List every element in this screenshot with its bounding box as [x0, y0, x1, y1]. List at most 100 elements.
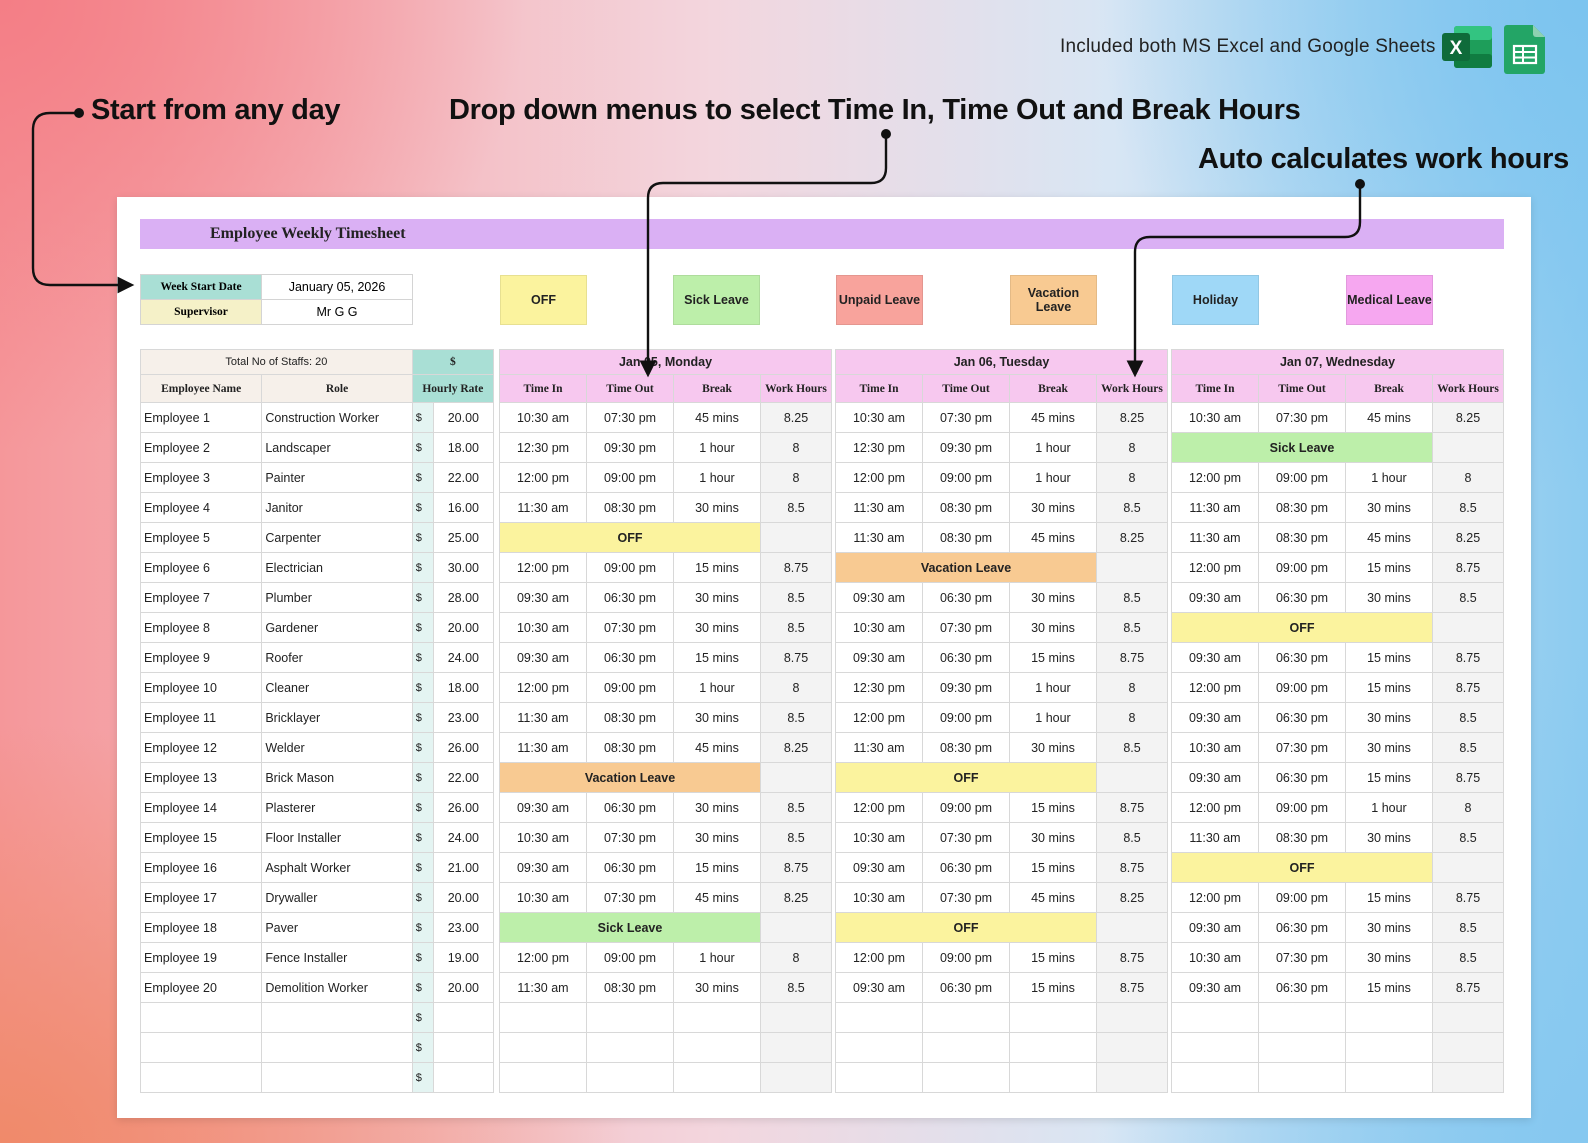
- time-in-cell[interactable]: 09:30 am: [1171, 582, 1259, 613]
- time-out-cell[interactable]: 09:30 pm: [922, 432, 1010, 463]
- hourly-rate-cell[interactable]: [432, 1032, 495, 1063]
- hourly-rate-cell[interactable]: 19.00: [432, 942, 495, 973]
- employee-name-cell[interactable]: Employee 15: [139, 822, 263, 853]
- hourly-rate-cell[interactable]: 30.00: [432, 552, 495, 583]
- time-out-cell[interactable]: 06:30 pm: [586, 582, 674, 613]
- time-out-cell[interactable]: 09:30 pm: [922, 672, 1010, 703]
- break-cell[interactable]: 30 mins: [1009, 492, 1097, 523]
- role-cell[interactable]: Landscaper: [261, 432, 413, 463]
- hourly-rate-cell[interactable]: 16.00: [432, 492, 495, 523]
- time-out-cell[interactable]: 07:30 pm: [922, 882, 1010, 913]
- time-out-cell[interactable]: 09:00 pm: [922, 942, 1010, 973]
- break-cell[interactable]: 30 mins: [673, 792, 761, 823]
- employee-name-cell[interactable]: Employee 1: [139, 402, 263, 433]
- time-out-cell[interactable]: 06:30 pm: [1258, 642, 1346, 673]
- time-in-cell[interactable]: 09:30 am: [835, 972, 923, 1003]
- hourly-rate-cell[interactable]: 20.00: [432, 882, 495, 913]
- time-out-cell[interactable]: 06:30 pm: [1258, 912, 1346, 943]
- break-cell[interactable]: 15 mins: [1009, 942, 1097, 973]
- time-out-cell[interactable]: 07:30 pm: [586, 612, 674, 643]
- break-cell[interactable]: [1009, 1032, 1097, 1063]
- time-in-cell[interactable]: 10:30 am: [835, 612, 923, 643]
- break-cell[interactable]: 30 mins: [673, 582, 761, 613]
- break-cell[interactable]: 30 mins: [1345, 732, 1433, 763]
- supervisor-input[interactable]: Mr G G: [261, 299, 413, 325]
- time-in-cell[interactable]: [835, 1032, 923, 1063]
- hourly-rate-cell[interactable]: 26.00: [432, 792, 495, 823]
- time-out-cell[interactable]: 09:00 pm: [586, 942, 674, 973]
- role-cell[interactable]: Plumber: [261, 582, 413, 613]
- break-cell[interactable]: 1 hour: [1009, 672, 1097, 703]
- time-in-cell[interactable]: 10:30 am: [499, 402, 587, 433]
- break-cell[interactable]: 45 mins: [1345, 522, 1433, 553]
- role-cell[interactable]: Bricklayer: [261, 702, 413, 733]
- time-in-cell[interactable]: 09:30 am: [835, 852, 923, 883]
- time-in-cell[interactable]: 12:00 pm: [835, 702, 923, 733]
- break-cell[interactable]: 15 mins: [1345, 642, 1433, 673]
- break-cell[interactable]: 1 hour: [1009, 702, 1097, 733]
- time-out-cell[interactable]: 07:30 pm: [1258, 402, 1346, 433]
- time-out-cell[interactable]: 06:30 pm: [922, 582, 1010, 613]
- time-out-cell[interactable]: 09:00 pm: [1258, 552, 1346, 583]
- role-cell[interactable]: Drywaller: [261, 882, 413, 913]
- time-in-cell[interactable]: 10:30 am: [499, 822, 587, 853]
- break-cell[interactable]: 15 mins: [1345, 762, 1433, 793]
- break-cell[interactable]: 1 hour: [673, 432, 761, 463]
- break-cell[interactable]: 15 mins: [1345, 972, 1433, 1003]
- break-cell[interactable]: 30 mins: [1009, 612, 1097, 643]
- time-in-cell[interactable]: 11:30 am: [499, 702, 587, 733]
- break-cell[interactable]: 30 mins: [1345, 492, 1433, 523]
- hourly-rate-cell[interactable]: 28.00: [432, 582, 495, 613]
- time-in-cell[interactable]: 09:30 am: [499, 792, 587, 823]
- role-cell[interactable]: [261, 1032, 413, 1063]
- hourly-rate-cell[interactable]: 18.00: [432, 672, 495, 703]
- time-in-cell[interactable]: 12:30 pm: [835, 432, 923, 463]
- time-in-cell[interactable]: [835, 1062, 923, 1093]
- status-cell-off[interactable]: OFF: [1171, 612, 1433, 643]
- role-cell[interactable]: Construction Worker: [261, 402, 413, 433]
- time-in-cell[interactable]: [1171, 1002, 1259, 1033]
- time-in-cell[interactable]: 11:30 am: [835, 492, 923, 523]
- break-cell[interactable]: 30 mins: [1009, 732, 1097, 763]
- time-out-cell[interactable]: 06:30 pm: [922, 972, 1010, 1003]
- time-in-cell[interactable]: [499, 1032, 587, 1063]
- time-in-cell[interactable]: 12:00 pm: [499, 462, 587, 493]
- employee-name-cell[interactable]: Employee 10: [139, 672, 263, 703]
- time-in-cell[interactable]: 12:00 pm: [1171, 462, 1259, 493]
- employee-name-cell[interactable]: Employee 2: [139, 432, 263, 463]
- time-out-cell[interactable]: 07:30 pm: [922, 612, 1010, 643]
- time-out-cell[interactable]: 09:00 pm: [1258, 882, 1346, 913]
- break-cell[interactable]: 45 mins: [673, 402, 761, 433]
- hourly-rate-cell[interactable]: 23.00: [432, 912, 495, 943]
- hourly-rate-cell[interactable]: 24.00: [432, 822, 495, 853]
- break-cell[interactable]: 1 hour: [1009, 432, 1097, 463]
- break-cell[interactable]: 45 mins: [1009, 882, 1097, 913]
- employee-name-cell[interactable]: Employee 7: [139, 582, 263, 613]
- time-out-cell[interactable]: 06:30 pm: [1258, 762, 1346, 793]
- time-in-cell[interactable]: 11:30 am: [1171, 822, 1259, 853]
- time-out-cell[interactable]: 08:30 pm: [922, 522, 1010, 553]
- role-cell[interactable]: Brick Mason: [261, 762, 413, 793]
- hourly-rate-cell[interactable]: 25.00: [432, 522, 495, 553]
- time-out-cell[interactable]: 08:30 pm: [586, 702, 674, 733]
- hourly-rate-cell[interactable]: [432, 1062, 495, 1093]
- employee-name-cell[interactable]: Employee 5: [139, 522, 263, 553]
- time-out-cell[interactable]: 08:30 pm: [1258, 492, 1346, 523]
- employee-name-cell[interactable]: [139, 1062, 263, 1093]
- time-out-cell[interactable]: 08:30 pm: [586, 492, 674, 523]
- break-cell[interactable]: 45 mins: [1009, 522, 1097, 553]
- employee-name-cell[interactable]: Employee 3: [139, 462, 263, 493]
- time-out-cell[interactable]: [922, 1032, 1010, 1063]
- role-cell[interactable]: Janitor: [261, 492, 413, 523]
- break-cell[interactable]: 15 mins: [673, 852, 761, 883]
- role-cell[interactable]: Painter: [261, 462, 413, 493]
- status-cell-off[interactable]: OFF: [1171, 852, 1433, 883]
- role-cell[interactable]: Electrician: [261, 552, 413, 583]
- employee-name-cell[interactable]: Employee 11: [139, 702, 263, 733]
- role-cell[interactable]: Welder: [261, 732, 413, 763]
- time-in-cell[interactable]: 10:30 am: [835, 882, 923, 913]
- employee-name-cell[interactable]: Employee 12: [139, 732, 263, 763]
- time-in-cell[interactable]: 09:30 am: [1171, 762, 1259, 793]
- time-out-cell[interactable]: 09:00 pm: [1258, 672, 1346, 703]
- hourly-rate-cell[interactable]: 21.00: [432, 852, 495, 883]
